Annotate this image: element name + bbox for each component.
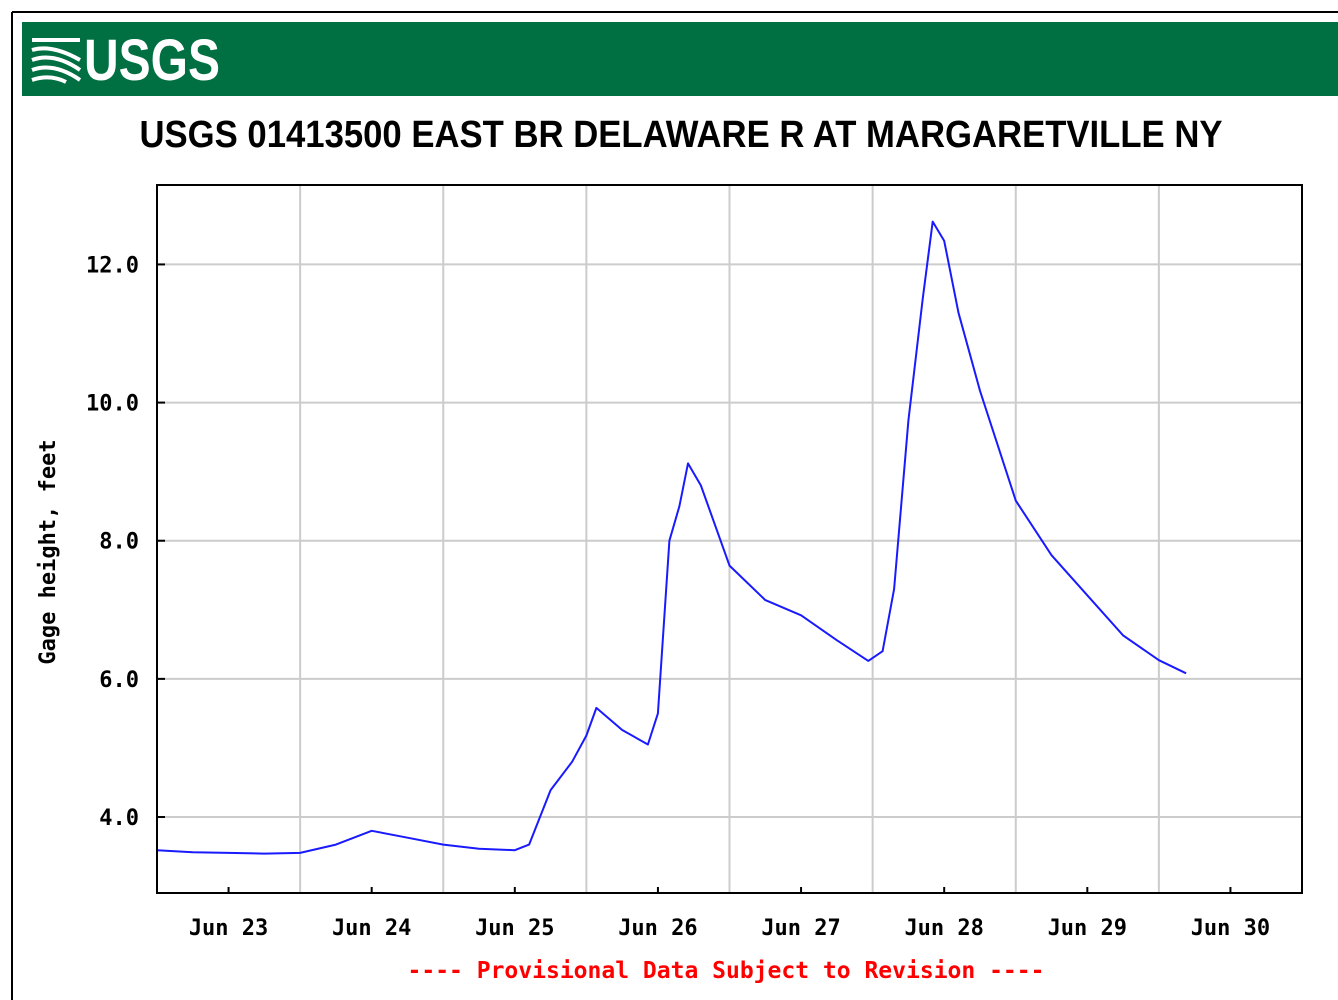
logo-icon	[31, 38, 82, 84]
logo-text: USGS	[84, 28, 220, 93]
x-tick-label: Jun 24	[332, 916, 411, 941]
y-tick-label: 6.0	[99, 668, 139, 693]
y-tick-label: 8.0	[99, 530, 139, 555]
logo-wave	[31, 55, 82, 72]
logo-wave	[31, 75, 67, 84]
data-line	[156, 220, 1187, 855]
y-tick-label: 12.0	[86, 253, 139, 278]
plot-border	[156, 184, 1303, 894]
y-tick-label: 4.0	[99, 806, 139, 831]
x-tick-label: Jun 28	[904, 916, 983, 941]
chart-title: USGS 01413500 EAST BR DELAWARE R AT MARG…	[140, 114, 1223, 156]
x-tick-label: Jun 30	[1191, 916, 1270, 941]
x-tick-label: Jun 27	[761, 916, 840, 941]
logo-wave	[31, 65, 82, 82]
banner	[22, 22, 1338, 96]
logo-wave	[31, 46, 81, 62]
x-tick-label: Jun 29	[1048, 916, 1127, 941]
x-tick-label: Jun 23	[189, 916, 268, 941]
plot: 4.0 6.0 8.0 10.0 12.0 Jun 23 Jun 24 Jun 25 Jun 2…	[86, 184, 1303, 941]
footnote: ---- Provisional Data Subject to Revisio…	[408, 958, 1045, 984]
y-tick-label: 10.0	[86, 392, 139, 417]
x-tick-label: Jun 25	[475, 916, 554, 941]
x-tick-label: Jun 26	[618, 916, 697, 941]
y-axis-label: Gage height, feet	[36, 439, 61, 664]
